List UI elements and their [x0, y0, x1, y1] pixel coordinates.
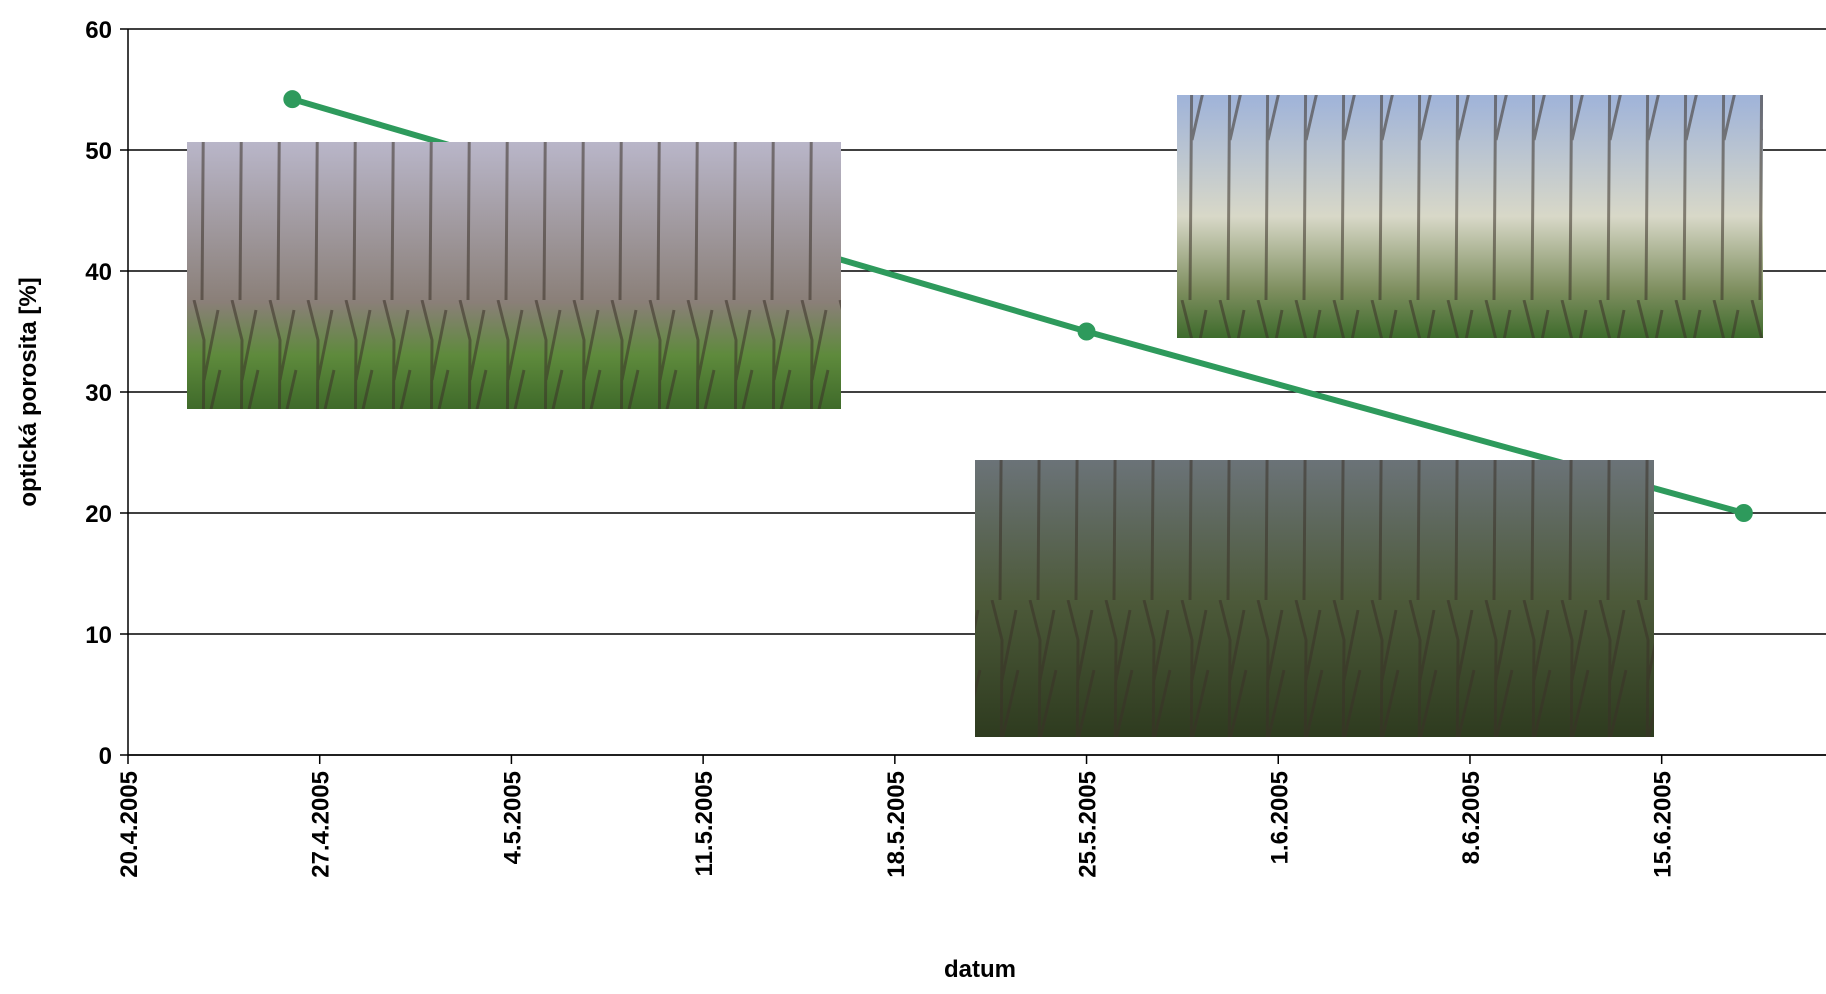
y-tick-label: 60	[85, 17, 112, 44]
data-point	[1077, 322, 1096, 341]
y-tick-label: 0	[99, 743, 112, 770]
photo-trees	[975, 460, 1654, 737]
photo-trees	[187, 142, 841, 409]
x-tick-label: 20.4.2005	[116, 771, 143, 878]
x-tick-label: 18.5.2005	[883, 771, 910, 878]
x-tick-label: 15.6.2005	[1650, 771, 1677, 878]
y-tick-label: 50	[85, 138, 112, 165]
y-tick-label: 40	[85, 259, 112, 286]
x-tick-label: 25.5.2005	[1075, 771, 1102, 878]
x-tick-label: 1.6.2005	[1266, 771, 1293, 864]
data-point	[283, 90, 302, 109]
photo-trees	[1177, 95, 1763, 338]
data-point	[1734, 504, 1753, 522]
x-tick-label: 11.5.2005	[691, 771, 718, 876]
photos	[187, 95, 1763, 737]
x-tick-label: 27.4.2005	[308, 771, 335, 878]
y-axis-label: optická porosita [%]	[15, 277, 42, 506]
y-tick-label: 30	[85, 380, 112, 407]
x-tick-label: 4.5.2005	[499, 771, 526, 864]
y-tick-label: 10	[85, 622, 112, 649]
x-axis-label: datum	[944, 956, 1016, 983]
y-tick-label: 20	[85, 501, 112, 528]
x-tick-label: 8.6.2005	[1458, 771, 1485, 864]
